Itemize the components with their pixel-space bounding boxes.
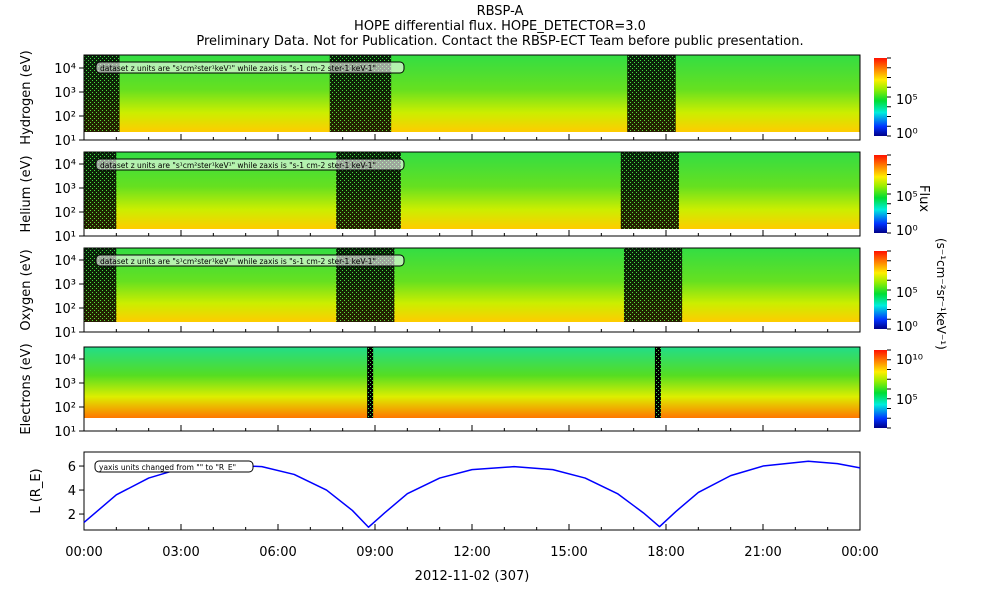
y-tick-label: 10³ — [54, 182, 76, 197]
low-count-region — [627, 55, 676, 132]
y-tick-label: 10³ — [54, 278, 76, 293]
x-tick-label: 12:00 — [453, 545, 490, 560]
x-axis-label: 2012-11-02 (307) — [415, 569, 530, 584]
annotation-box — [95, 254, 405, 267]
x-tick-label: 00:00 — [841, 545, 878, 560]
y-tick-label: 10¹ — [54, 134, 76, 149]
x-tick-label: 15:00 — [550, 545, 587, 560]
colorbar-tick-label: 10⁰ — [896, 224, 918, 239]
x-tick-label: 21:00 — [744, 545, 781, 560]
low-count-region — [620, 152, 679, 229]
y-tick-label: 2 — [68, 508, 76, 523]
x-tick-label: 03:00 — [162, 545, 199, 560]
y-axis-label: L (R_E) — [29, 468, 44, 513]
annotation-units: dataset z units are "s¹cm²ster¹keV¹" whi… — [100, 161, 376, 170]
y-axis-label: Helium (eV) — [19, 155, 34, 232]
colorbar-tick-label: 10⁵ — [896, 393, 918, 408]
colorbar — [874, 350, 887, 428]
annotation-units: dataset z units are "s¹cm²ster¹keV¹" whi… — [100, 64, 376, 73]
plot-notice: Preliminary Data. Not for Publication. C… — [196, 34, 804, 49]
y-axis-label: Oxygen (eV) — [19, 249, 34, 330]
low-count-region — [654, 347, 661, 418]
colorbar — [874, 251, 887, 329]
y-tick-label: 10² — [54, 302, 76, 317]
y-tick-label: 10² — [54, 206, 76, 221]
x-tick-label: 18:00 — [647, 545, 684, 560]
colorbar-tick-label: 10⁰ — [896, 127, 918, 142]
y-axis-label: Hydrogen (eV) — [19, 50, 34, 144]
y-tick-label: 6 — [68, 460, 76, 475]
y-tick-label: 10² — [54, 401, 76, 416]
low-count-region — [623, 248, 683, 322]
colorbar-tick-label: 10⁵ — [896, 190, 918, 205]
annotation-box — [95, 61, 405, 74]
spectrogram-3 — [84, 347, 860, 418]
x-tick-label: 00:00 — [65, 545, 102, 560]
colorbar-tick-label: 10⁵ — [896, 93, 918, 108]
colorbar-tick-label: 10⁵ — [896, 286, 918, 301]
annotation-units: dataset z units are "s¹cm²ster¹keV¹" whi… — [100, 257, 376, 266]
y-tick-label: 10⁴ — [54, 353, 76, 368]
y-tick-label: 10² — [54, 110, 76, 125]
y-tick-label: 4 — [68, 484, 76, 499]
colorbar-units: (s⁻¹cm⁻²sr⁻¹keV⁻¹) — [934, 238, 948, 350]
x-tick-label: 09:00 — [356, 545, 393, 560]
low-count-region — [367, 347, 374, 418]
plot-subtitle: HOPE differential flux. HOPE_DETECTOR=3.… — [354, 19, 646, 34]
y-axis-label: Electrons (eV) — [19, 343, 34, 434]
colorbar — [874, 155, 887, 233]
x-tick-label: 06:00 — [259, 545, 296, 560]
plot-title: RBSP-A — [476, 4, 524, 19]
annotation-box — [94, 460, 254, 473]
y-tick-label: 10⁴ — [54, 254, 76, 269]
y-tick-label: 10³ — [54, 377, 76, 392]
y-tick-label: 10⁴ — [54, 158, 76, 173]
annotation-box — [95, 158, 405, 171]
colorbar-tick-label: 10¹⁰ — [896, 353, 923, 368]
y-tick-label: 10¹ — [54, 230, 76, 245]
y-tick-label: 10⁴ — [54, 62, 76, 77]
colorbar-label: Flux — [916, 185, 931, 212]
colorbar-tick-label: 10⁰ — [896, 320, 918, 335]
y-tick-label: 10³ — [54, 86, 76, 101]
y-tick-label: 10¹ — [54, 326, 76, 341]
annotation-yaxis: yaxis units changed from "" to "R_E" — [99, 463, 236, 472]
colorbar — [874, 58, 887, 136]
y-tick-label: 10¹ — [54, 425, 76, 440]
